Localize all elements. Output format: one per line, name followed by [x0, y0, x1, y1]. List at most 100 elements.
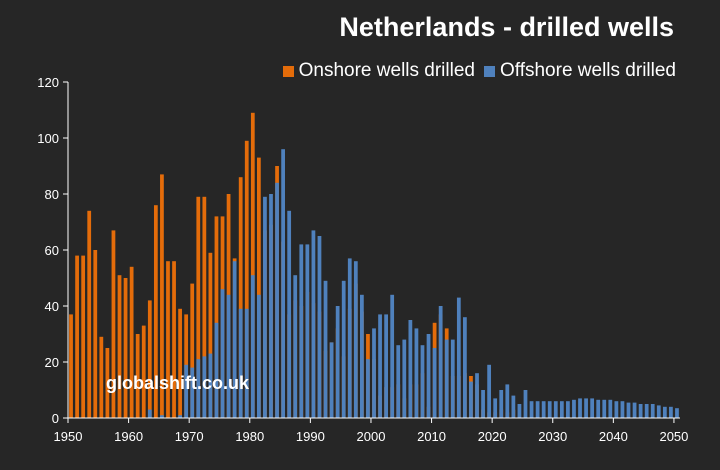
offshore-bar-2007	[414, 328, 419, 418]
watermark: globalshift.co.uk	[106, 373, 250, 393]
onshore-bar-1980	[250, 112, 255, 419]
onshore-bar-1961	[135, 334, 140, 418]
y-tick-label-40: 40	[45, 299, 59, 314]
onshore-bar-1978	[238, 177, 243, 418]
offshore-bar-1973	[208, 353, 213, 418]
offshore-bar-2011	[438, 306, 443, 418]
offshore-bar-1999	[366, 359, 370, 418]
offshore-bar-1971	[196, 359, 201, 418]
x-tick-label-1980: 1980	[235, 429, 264, 444]
x-tick-label-2030: 2030	[538, 429, 567, 444]
offshore-bar-2048	[662, 406, 667, 418]
offshore-bar-1974	[214, 322, 219, 418]
offshore-bar-2050	[675, 408, 679, 418]
offshore-bar-2045	[644, 404, 649, 418]
legend-label-onshore: Onshore wells drilled	[298, 60, 475, 81]
onshore-bar-1950	[69, 314, 73, 418]
offshore-bar-2033	[572, 399, 576, 418]
offshore-bar-1978	[238, 308, 243, 418]
onshore-bar-1955	[99, 336, 104, 418]
onshore-bar-1951	[75, 255, 79, 418]
offshore-bar-1984	[275, 182, 279, 418]
onshore-bar-1956	[105, 348, 110, 418]
offshore-bar-1963	[147, 409, 152, 418]
offshore-bar-2023	[511, 395, 516, 418]
offshore-bar-2010	[432, 348, 437, 418]
offshore-bar-2008	[420, 345, 425, 418]
x-tick-label-2050: 2050	[659, 429, 688, 444]
offshore-bar-2047	[656, 405, 661, 418]
onshore-bar-1957	[111, 230, 116, 418]
offshore-bar-2027	[535, 401, 540, 418]
y-tick-label-60: 60	[45, 243, 59, 258]
offshore-bar-2021	[499, 390, 504, 418]
offshore-bar-1979	[244, 308, 249, 418]
offshore-bar-1988	[299, 244, 304, 418]
offshore-bar-2044	[638, 404, 643, 418]
offshore-bar-2049	[669, 406, 673, 418]
offshore-bar-1983	[269, 194, 273, 418]
x-tick-label-2010: 2010	[417, 429, 446, 444]
offshore-bar-2025	[523, 390, 528, 418]
x-tick-label-1970: 1970	[175, 429, 204, 444]
offshore-bar-1972	[202, 356, 207, 418]
offshore-bar-1969	[184, 364, 189, 418]
offshore-bar-2018	[481, 390, 485, 418]
offshore-bar-2003	[390, 294, 395, 418]
legend-swatch-offshore	[483, 65, 495, 77]
offshore-bar-2022	[505, 384, 510, 418]
legend-item-onshore: Onshore wells drilled	[282, 60, 475, 82]
onshore-bar-1959	[123, 278, 128, 418]
onshore-bar-1963	[147, 300, 152, 418]
offshore-bar-1982	[263, 196, 267, 418]
x-tick-label-2020: 2020	[478, 429, 507, 444]
y-tick-label-0: 0	[52, 411, 59, 426]
y-tick-label-80: 80	[45, 187, 59, 202]
offshore-bar-1965	[160, 415, 164, 418]
offshore-bar-1970	[190, 367, 195, 418]
offshore-bar-2026	[529, 401, 534, 418]
offshore-bar-1997	[353, 261, 358, 418]
offshore-bar-1981	[256, 294, 261, 418]
offshore-bar-1968	[178, 415, 182, 418]
chart-title: Netherlands - drilled wells	[339, 12, 674, 42]
onshore-bar-1953	[87, 210, 92, 418]
legend-item-offshore: Offshore wells drilled	[483, 60, 676, 82]
offshore-bar-2032	[566, 401, 570, 418]
chart-legend: Onshore wells drilled Offshore wells dri…	[274, 60, 676, 82]
onshore-bar-1971	[196, 196, 201, 418]
onshore-bar-1970	[190, 283, 195, 418]
offshore-bar-1992	[323, 280, 328, 418]
legend-swatch-onshore	[282, 65, 294, 77]
onshore-bar-1960	[129, 266, 134, 418]
offshore-bar-1975	[220, 289, 225, 418]
onshore-bar-1954	[93, 250, 98, 418]
offshore-bar-1998	[360, 294, 364, 418]
offshore-bar-1995	[341, 280, 346, 418]
offshore-bar-1993	[329, 342, 334, 418]
offshore-bar-2016	[469, 381, 473, 418]
offshore-bar-2029	[547, 401, 552, 418]
y-tick-label-20: 20	[45, 355, 59, 370]
offshore-bar-2005	[402, 339, 407, 418]
onshore-bar-1972	[202, 196, 207, 418]
offshore-bar-1985	[281, 149, 285, 418]
y-tick-label-100: 100	[37, 131, 59, 146]
onshore-bar-1981	[256, 157, 261, 418]
offshore-bar-1980	[250, 275, 255, 418]
offshore-bar-2043	[632, 402, 637, 418]
offshore-bar-1996	[347, 258, 352, 418]
x-tick-label-1960: 1960	[114, 429, 143, 444]
onshore-bar-1967	[172, 261, 176, 418]
offshore-bar-1976	[226, 294, 231, 418]
x-tick-label-1990: 1990	[296, 429, 325, 444]
offshore-bar-2009	[426, 334, 431, 418]
offshore-bar-2001	[378, 314, 382, 418]
offshore-bar-2034	[578, 398, 582, 418]
offshore-bar-2019	[487, 364, 492, 418]
offshore-bar-2024	[517, 404, 522, 418]
offshore-bar-2028	[541, 401, 546, 418]
offshore-bar-2020	[493, 398, 498, 418]
